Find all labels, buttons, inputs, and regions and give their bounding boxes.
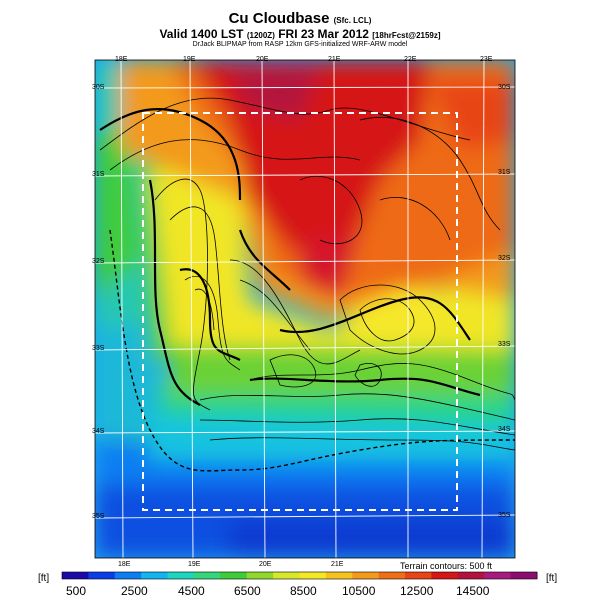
lat-label: 35S	[498, 512, 511, 519]
lat-label: 35S	[92, 513, 105, 520]
terrain-contours-note: Terrain contours: 500 ft	[400, 561, 493, 571]
colorbar-swatch	[220, 572, 248, 579]
colorbar-label: 6500	[234, 584, 261, 598]
page-title: Cu Cloudbase (Sfc. LCL)	[228, 10, 372, 27]
colorbar-swatch	[484, 572, 512, 579]
lat-label: 30S	[92, 84, 105, 91]
lon-label: 21E	[328, 56, 341, 63]
valid-time: Valid 1400 LST (1200Z) FRI 23 Mar 2012 […	[159, 27, 441, 41]
lat-label: 32S	[92, 258, 105, 265]
colorbar-swatch	[405, 572, 432, 579]
lat-label: 32S	[498, 255, 511, 262]
lat-label: 33S	[92, 345, 105, 352]
lat-lon-grid	[95, 60, 515, 558]
colorbar-label: 14500	[456, 584, 490, 598]
colorbar-label: 500	[66, 584, 87, 598]
colorbar-swatch	[193, 572, 221, 579]
model-domain-boundary	[142, 112, 458, 511]
lat-label: 31S	[92, 171, 105, 178]
lon-label: 18E	[115, 56, 128, 63]
colorbar-label: 12500	[400, 584, 434, 598]
colorbar-label: 10500	[342, 584, 376, 598]
lon-label: 18E	[118, 561, 131, 568]
colorbar	[61, 571, 538, 580]
colorbar-label: 4500	[178, 584, 205, 598]
colorbar-swatch	[510, 572, 538, 579]
lat-label: 34S	[92, 428, 105, 435]
lon-label: 22E	[404, 56, 417, 63]
colorbar-swatch	[457, 572, 485, 579]
colorbar-swatch	[431, 572, 459, 579]
colorbar-swatch	[325, 572, 353, 579]
coastline	[109, 229, 515, 472]
lon-label: 21E	[331, 561, 344, 568]
colorbar-swatch	[167, 572, 195, 579]
lon-label: 19E	[183, 56, 196, 63]
colorbar-swatch	[273, 572, 300, 579]
lat-label: 33S	[498, 341, 511, 348]
colorbar-swatch	[246, 572, 274, 579]
terrain-contours	[99, 97, 515, 451]
lat-label: 30S	[498, 84, 511, 91]
lon-label: 20E	[256, 56, 269, 63]
lon-label: 23E	[480, 56, 493, 63]
colorbar-swatch	[62, 572, 89, 579]
colorbar-unit-right: [ft]	[546, 573, 558, 584]
colorbar-swatch	[141, 572, 169, 579]
colorbar-unit-left: [ft]	[38, 573, 50, 584]
coastline-contours	[99, 108, 481, 406]
colorbar-swatch	[352, 572, 380, 579]
model-credit: DrJack BLIPMAP from RASP 12km GFS-initia…	[192, 41, 408, 48]
lat-label: 31S	[498, 169, 511, 176]
lat-label: 34S	[498, 426, 511, 433]
lon-label: 19E	[188, 561, 201, 568]
colorbar-label: 2500	[121, 584, 148, 598]
colorbar-swatch	[114, 572, 142, 579]
colorbar-label: 8500	[290, 584, 317, 598]
colorbar-swatch	[299, 572, 327, 579]
colorbar-swatch	[378, 572, 406, 579]
lon-label: 20E	[259, 561, 272, 568]
colorbar-swatch	[88, 572, 116, 579]
cloudbase-field	[95, 60, 515, 558]
